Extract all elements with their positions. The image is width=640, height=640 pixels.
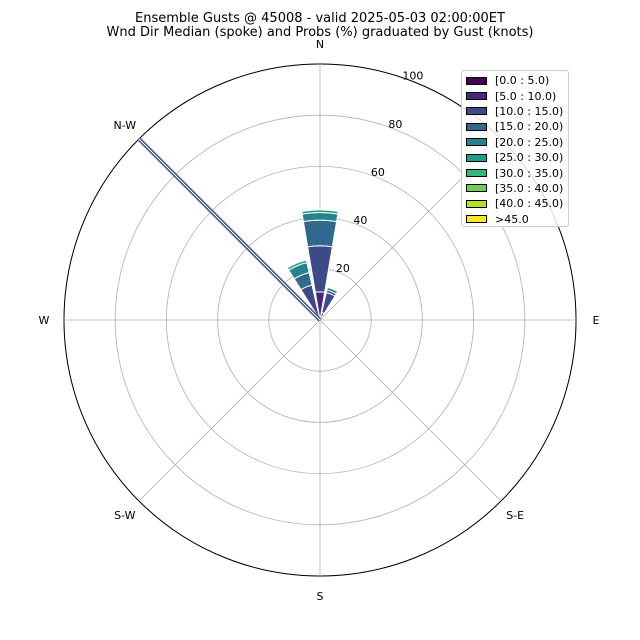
legend-entry: [15.0 : 20.0) <box>466 119 568 134</box>
direction-label: W <box>39 314 50 327</box>
direction-label: N <box>316 38 324 51</box>
legend-swatch <box>466 92 487 101</box>
wind-bar-segment <box>301 209 339 215</box>
direction-label: S-E <box>506 509 524 522</box>
legend-label: [5.0 : 10.0) <box>495 89 557 103</box>
wind-bar-segment <box>301 212 339 223</box>
radial-tick-label: 60 <box>371 166 385 179</box>
legend-entry: [40.0 : 45.0) <box>466 196 568 211</box>
angular-grid-line <box>319 319 502 502</box>
legend-swatch <box>466 76 487 85</box>
legend-entry: [35.0 : 40.0) <box>466 181 568 196</box>
radial-tick-label: 20 <box>336 262 350 275</box>
legend-label: [15.0 : 20.0) <box>495 120 564 134</box>
wind-bar-segment <box>286 259 308 271</box>
chart-legend: [0.0 : 5.0) [5.0 : 10.0) [10.0 : 15.0) [15.… <box>461 70 569 227</box>
legend-swatch <box>466 122 487 131</box>
direction-label: N-W <box>114 119 137 132</box>
direction-label: S <box>317 590 324 603</box>
legend-entry: [10.0 : 15.0) <box>466 104 568 119</box>
wind-bar-segment <box>302 219 338 248</box>
legend-label: [35.0 : 40.0) <box>495 181 564 195</box>
legend-entry: [20.0 : 25.0) <box>466 135 568 150</box>
legend-swatch <box>466 107 487 116</box>
wind-bar-segment <box>326 286 339 295</box>
legend-label: [20.0 : 25.0) <box>495 135 564 149</box>
legend-label: [10.0 : 15.0) <box>495 104 564 118</box>
radial-tick-label: 100 <box>402 70 423 83</box>
direction-label: E <box>593 314 600 327</box>
chart-subtitle: Wnd Dir Median (spoke) and Probs (%) gra… <box>106 25 534 40</box>
legend-entry: [0.0 : 5.0) <box>466 73 568 88</box>
angular-grid-line <box>138 319 321 502</box>
legend-label: >45.0 <box>495 212 529 226</box>
direction-label: S-W <box>114 509 136 522</box>
radial-tick-label: 40 <box>353 214 367 227</box>
legend-swatch <box>466 169 487 178</box>
legend-entry: >45.0 <box>466 212 568 227</box>
legend-entry: [5.0 : 10.0) <box>466 88 568 103</box>
legend-entry: [30.0 : 35.0) <box>466 165 568 180</box>
legend-swatch <box>466 215 487 224</box>
legend-label: [30.0 : 35.0) <box>495 166 564 180</box>
legend-swatch <box>466 199 487 208</box>
chart-title: Ensemble Gusts @ 45008 - valid 2025-05-0… <box>135 11 505 26</box>
legend-entry: [25.0 : 30.0) <box>466 150 568 165</box>
legend-label: [0.0 : 5.0) <box>495 74 550 88</box>
legend-label: [40.0 : 45.0) <box>495 197 564 211</box>
median-direction-spoke-highlight <box>138 138 321 321</box>
legend-swatch <box>466 153 487 162</box>
legend-label: [25.0 : 30.0) <box>495 151 564 165</box>
legend-swatch <box>466 138 487 147</box>
radial-tick-label: 80 <box>388 118 402 131</box>
legend-swatch <box>466 184 487 193</box>
